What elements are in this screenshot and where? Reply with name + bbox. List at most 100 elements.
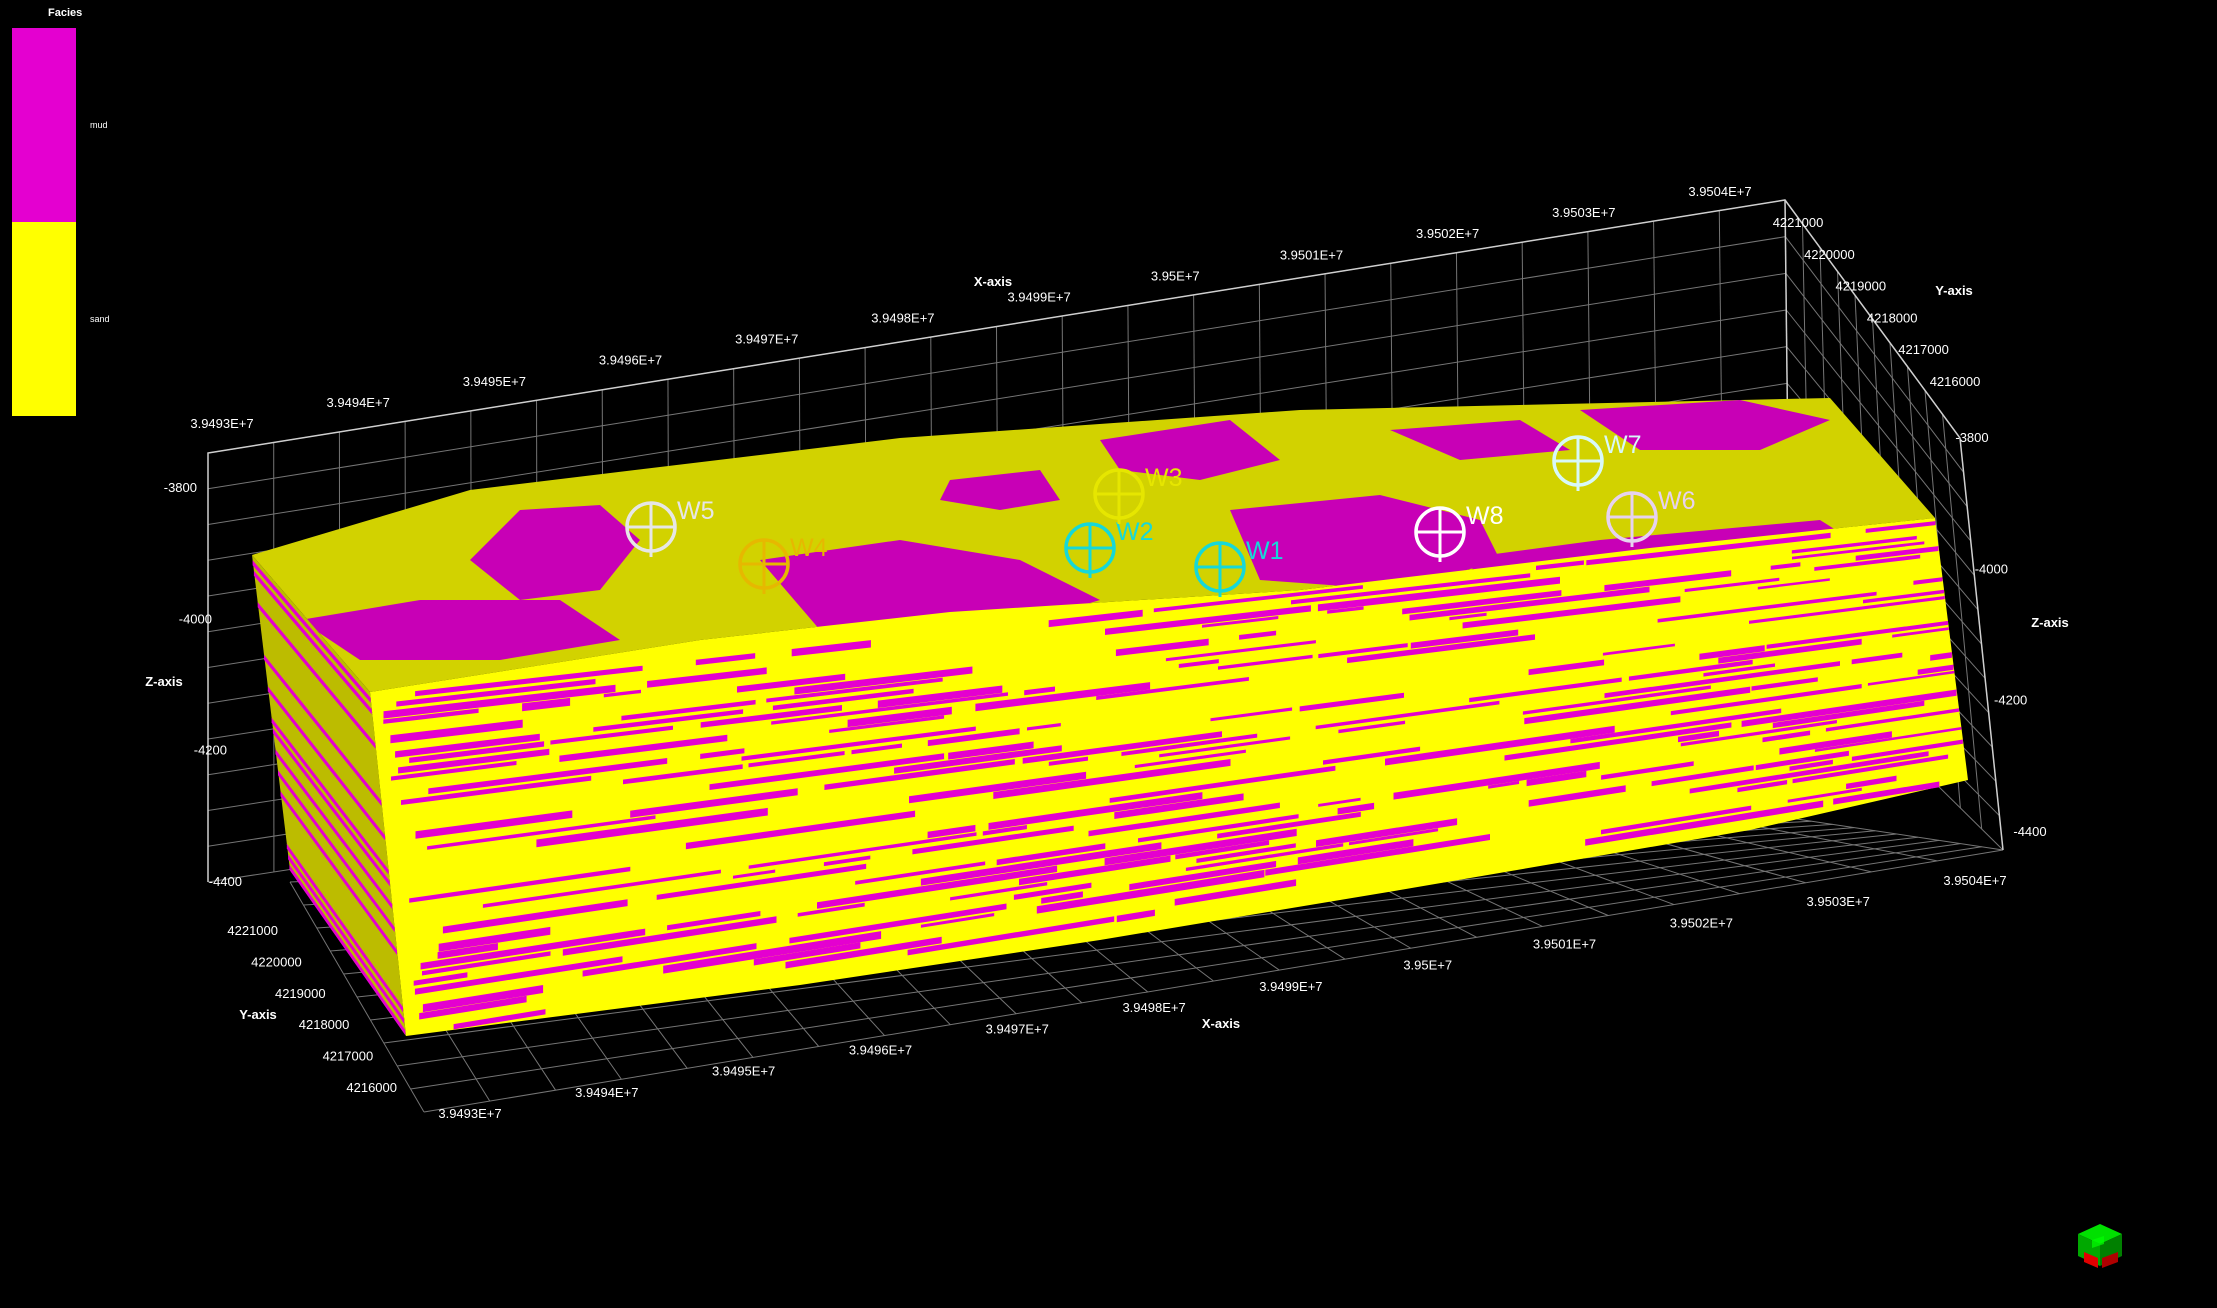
mud-layer <box>1449 612 1487 621</box>
mud-layer <box>1488 780 1520 789</box>
y-tick-right-3: 4218000 <box>1867 310 1918 325</box>
mud-layer <box>1265 834 1490 876</box>
mud-layer <box>1865 521 1936 533</box>
grid-line <box>1785 273 1968 507</box>
z-tick-left-3: -4400 <box>209 874 242 889</box>
mud-layer <box>1846 775 1897 790</box>
mud-layer <box>748 832 977 869</box>
mud-layer <box>1385 725 1615 766</box>
z-tick-right-1: -4000 <box>1975 561 2008 576</box>
mud-layer <box>1628 659 1753 681</box>
mud-layer <box>396 678 596 707</box>
mud-layer <box>413 972 468 986</box>
mud-layer <box>909 771 1087 804</box>
mud-layer <box>391 760 517 781</box>
mud-layer <box>797 902 865 917</box>
mud-layer <box>1749 596 1945 624</box>
mud-layer <box>656 863 867 900</box>
mud-layer <box>772 688 914 711</box>
mud-layer <box>453 1009 546 1030</box>
mud-layer <box>700 705 842 728</box>
mud-layer <box>630 788 798 818</box>
mud-patch <box>1390 420 1570 460</box>
mud-layer <box>623 764 743 785</box>
mud-layer <box>1036 869 1265 914</box>
mud-layer <box>401 775 592 805</box>
facies-model <box>252 398 1968 1036</box>
mud-layer <box>1699 645 1765 660</box>
mud-layer <box>1779 731 1892 755</box>
mud-layer <box>419 995 527 1020</box>
well-label-w7: W7 <box>1604 431 1642 459</box>
mud-layer <box>1138 814 1299 843</box>
mud-layer <box>912 825 1074 855</box>
mud-layer <box>1409 586 1650 621</box>
z-tick-right-2: -4200 <box>1994 693 2027 708</box>
mud-layer <box>1762 730 1811 743</box>
mud-layer <box>422 951 551 976</box>
y-tick-left-1: 4220000 <box>251 954 302 969</box>
mud-layer <box>428 758 668 795</box>
orientation-cube-icon[interactable] <box>2070 1210 2140 1280</box>
mud-layer <box>1913 577 1943 585</box>
mud-layer <box>562 916 777 956</box>
mud-layer <box>1291 573 1531 605</box>
legend-swatch-sand <box>12 222 76 416</box>
mud-layer <box>1165 640 1316 662</box>
mud-layer <box>427 815 656 850</box>
mud-layer <box>988 792 1203 830</box>
x-tick-top-8: 3.9501E+7 <box>1280 247 1343 262</box>
mud-layer <box>1210 707 1293 722</box>
mud-layer <box>1217 811 1361 839</box>
mud-layer <box>647 667 767 688</box>
mud-layer <box>1299 692 1404 712</box>
y-tick-right-5: 4216000 <box>1930 374 1981 389</box>
mud-patch <box>300 600 620 660</box>
well-label-w1: W1 <box>1246 537 1284 565</box>
y-tick-right-0: 4221000 <box>1773 215 1824 230</box>
z-tick-left-0: -3800 <box>164 480 197 495</box>
z-axis-title-right: Z-axis <box>2031 615 2069 630</box>
mud-layer <box>824 759 1015 790</box>
mud-layer <box>1586 532 1831 566</box>
mud-layer <box>1175 840 1270 860</box>
mud-layer <box>700 748 745 759</box>
mud-layer <box>1751 677 1818 691</box>
grid-line <box>207 272 1786 525</box>
mud-layer <box>1825 708 1959 732</box>
mud-layer <box>1792 541 1925 560</box>
x-tick-top-5: 3.9498E+7 <box>871 311 934 326</box>
mud-layer <box>1185 843 1344 872</box>
mud-layer <box>851 743 902 755</box>
x-tick-top-3: 3.9496E+7 <box>599 353 662 368</box>
mud-layer <box>1772 700 1925 729</box>
mud-layer <box>621 699 756 721</box>
grid-line <box>397 843 1961 1067</box>
mud-layer <box>753 942 861 966</box>
mud-layer <box>1239 630 1277 640</box>
mud-layer <box>1178 659 1219 668</box>
y-tick-left-4: 4217000 <box>323 1049 374 1064</box>
mud-layer <box>1115 638 1209 657</box>
mud-layer <box>252 560 371 703</box>
mud-layer <box>741 726 976 761</box>
mud-layer <box>1159 736 1291 758</box>
mud-layer <box>1316 818 1458 847</box>
mud-layer <box>422 985 544 1013</box>
grid-line <box>207 236 1786 490</box>
mud-layer <box>1317 576 1560 612</box>
mud-layer <box>442 899 628 934</box>
mud-layer <box>415 665 643 697</box>
mud-layer <box>695 653 756 666</box>
mud-layer <box>286 843 403 1013</box>
mud-layer <box>390 719 523 744</box>
mud-layer <box>1393 761 1600 800</box>
well-marker-w6: W6 <box>1606 487 1696 547</box>
mud-layer <box>1814 554 1921 571</box>
mud-layer <box>398 748 550 774</box>
mud-layer <box>420 928 646 970</box>
x-tick-bottom-2: 3.9495E+7 <box>712 1064 775 1079</box>
mud-layer <box>877 685 1003 708</box>
